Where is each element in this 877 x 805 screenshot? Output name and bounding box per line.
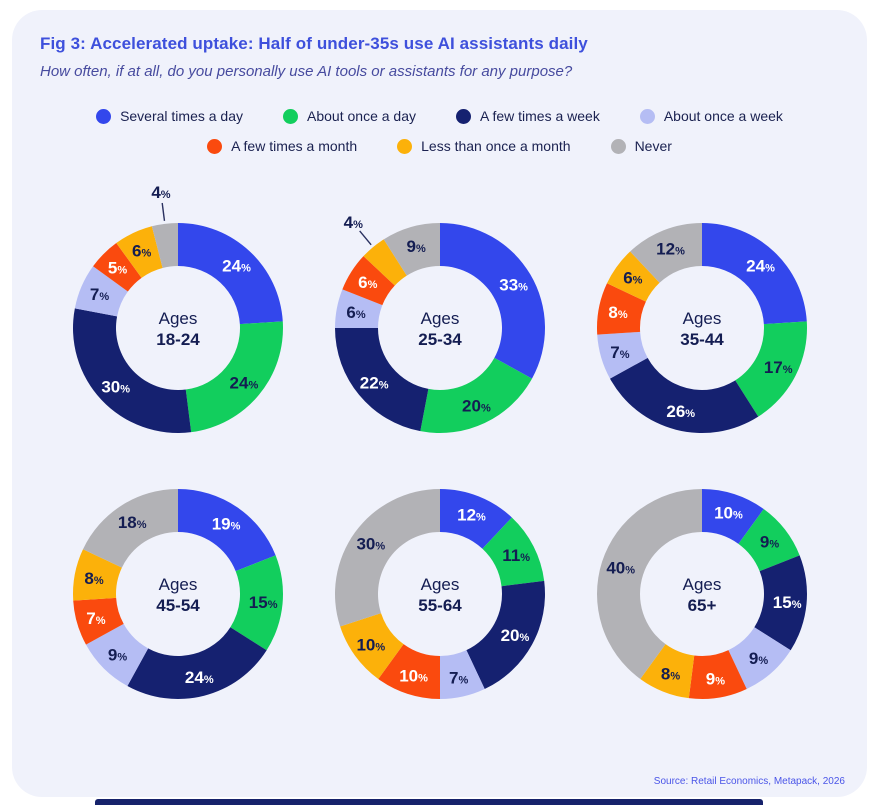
svg-text:10%: 10%: [356, 635, 385, 654]
svg-text:5%: 5%: [107, 259, 126, 278]
svg-text:25-34: 25-34: [418, 330, 462, 349]
legend-color-dot-icon: [283, 108, 299, 124]
svg-text:6%: 6%: [346, 303, 365, 322]
svg-text:15%: 15%: [772, 593, 801, 612]
svg-text:26%: 26%: [666, 402, 695, 421]
donut-grid: 24% 24% 30% 7% 5% 6% 4% Ages 18-24 33% 20% 22% 6% 6%…: [47, 182, 833, 714]
legend-item-less-than-once-a-month: Less than once a month: [397, 138, 571, 154]
svg-text:24%: 24%: [184, 668, 213, 687]
svg-text:8%: 8%: [660, 664, 679, 683]
donut-svg: 33% 20% 22% 6% 6% 4% 9% Ages 25-34: [334, 213, 545, 433]
svg-text:7%: 7%: [449, 668, 468, 687]
source-note: Source: Retail Economics, Metapack, 2026: [653, 776, 845, 787]
figure-title: Fig 3: Accelerated uptake: Half of under…: [40, 34, 588, 53]
svg-text:12%: 12%: [656, 240, 685, 259]
svg-text:Ages: Ages: [420, 309, 459, 328]
legend-color-dot-icon: [610, 138, 626, 154]
svg-text:6%: 6%: [131, 242, 150, 261]
svg-text:55-64: 55-64: [418, 596, 462, 615]
legend-item-about-once-a-day: About once a day: [283, 108, 416, 124]
legend-item-label: About once a day: [307, 108, 416, 124]
svg-text:7%: 7%: [86, 609, 105, 628]
svg-text:4%: 4%: [343, 213, 362, 232]
svg-text:15%: 15%: [248, 593, 277, 612]
donut-svg: 12% 11% 20% 7% 10% 10% 30% Ages 55-64: [334, 489, 545, 699]
svg-text:9%: 9%: [759, 533, 778, 552]
svg-text:24%: 24%: [746, 257, 775, 276]
donut-svg: 24% 17% 26% 7% 8% 6% 12% Ages 35-44: [596, 223, 807, 433]
svg-text:12%: 12%: [457, 506, 486, 525]
svg-text:45-54: 45-54: [156, 596, 200, 615]
svg-text:9%: 9%: [748, 649, 767, 668]
svg-text:9%: 9%: [107, 645, 126, 664]
legend-item-label: Never: [634, 138, 672, 154]
legend-item-never: Never: [610, 138, 672, 154]
svg-text:18%: 18%: [117, 513, 146, 532]
svg-text:Ages: Ages: [158, 575, 197, 594]
figure-card: Fig 3: Accelerated uptake: Half of under…: [12, 10, 867, 797]
bottom-accent-bar: [95, 799, 763, 805]
svg-text:9%: 9%: [705, 669, 724, 688]
legend-color-dot-icon: [207, 138, 223, 154]
donut-chart-ages-55-64: 12% 11% 20% 7% 10% 10% 30% Ages 55-64: [309, 448, 571, 714]
donut-chart-ages-45-54: 19% 15% 24% 9% 7% 8% 18% Ages 45-54: [47, 448, 309, 714]
donut-chart-ages-35-44: 24% 17% 26% 7% 8% 6% 12% Ages 35-44: [571, 182, 833, 448]
svg-text:4%: 4%: [151, 183, 170, 202]
legend-item-about-once-a-week: About once a week: [639, 108, 783, 124]
legend-item-a-few-times-a-week: A few times a week: [456, 108, 600, 124]
svg-text:22%: 22%: [359, 373, 388, 392]
svg-text:8%: 8%: [84, 569, 103, 588]
donut-svg: 24% 24% 30% 7% 5% 6% 4% Ages 18-24: [72, 183, 283, 433]
donut-chart-ages-65-plus: 10% 9% 15% 9% 9% 8% 40% Ages 65+: [571, 448, 833, 714]
legend-row-1: Several times a day About once a day A f…: [96, 108, 783, 124]
donut-svg: 19% 15% 24% 9%7% 8% 18% Ages 45-54: [72, 489, 283, 699]
legend-item-label: About once a week: [663, 108, 783, 124]
svg-text:10%: 10%: [399, 666, 428, 685]
svg-text:6%: 6%: [623, 269, 642, 288]
svg-text:18-24: 18-24: [156, 330, 200, 349]
legend-color-dot-icon: [639, 108, 655, 124]
svg-text:33%: 33%: [499, 275, 528, 294]
svg-text:8%: 8%: [608, 303, 627, 322]
donut-chart-ages-25-34: 33% 20% 22% 6% 6% 4% 9% Ages 25-34: [309, 182, 571, 448]
legend-item-label: A few times a week: [480, 108, 600, 124]
svg-text:20%: 20%: [500, 626, 529, 645]
svg-text:35-44: 35-44: [680, 330, 724, 349]
svg-text:24%: 24%: [229, 373, 258, 392]
svg-text:40%: 40%: [606, 559, 635, 578]
svg-text:Ages: Ages: [158, 309, 197, 328]
svg-text:11%: 11%: [502, 546, 530, 565]
legend-color-dot-icon: [456, 108, 471, 124]
donut-svg: 10% 9% 15% 9% 9% 8% 40% Ages 65+: [596, 489, 807, 699]
figure-subtitle: How often, if at all, do you personally …: [40, 63, 573, 80]
svg-text:20%: 20%: [462, 396, 491, 415]
svg-text:30%: 30%: [101, 378, 130, 397]
svg-text:6%: 6%: [358, 273, 377, 292]
legend-item-label: Several times a day: [120, 108, 244, 124]
legend-item-label: Less than once a month: [421, 138, 571, 154]
svg-text:19%: 19%: [211, 514, 240, 533]
donut-chart-ages-18-24: 24% 24% 30% 7% 5% 6% 4% Ages 18-24: [47, 182, 309, 448]
svg-text:65+: 65+: [687, 596, 716, 615]
svg-text:30%: 30%: [356, 535, 385, 554]
legend-item-a-few-times-a-month: A few times a month: [207, 138, 357, 154]
svg-text:24%: 24%: [222, 257, 251, 276]
svg-text:9%: 9%: [406, 237, 425, 256]
svg-text:10%: 10%: [714, 504, 743, 523]
svg-text:7%: 7%: [89, 285, 108, 304]
svg-text:Ages: Ages: [682, 575, 721, 594]
svg-text:Ages: Ages: [682, 309, 721, 328]
legend-color-dot-icon: [397, 138, 413, 154]
legend-color-dot-icon: [96, 108, 112, 124]
legend: Several times a day About once a day A f…: [40, 108, 839, 154]
svg-text:Ages: Ages: [420, 575, 459, 594]
legend-row-2: A few times a month Less than once a mon…: [207, 138, 672, 154]
legend-item-several-times-a-day: Several times a day: [96, 108, 243, 124]
legend-item-label: A few times a month: [231, 138, 358, 154]
svg-text:17%: 17%: [763, 358, 792, 377]
svg-text:7%: 7%: [610, 343, 629, 362]
